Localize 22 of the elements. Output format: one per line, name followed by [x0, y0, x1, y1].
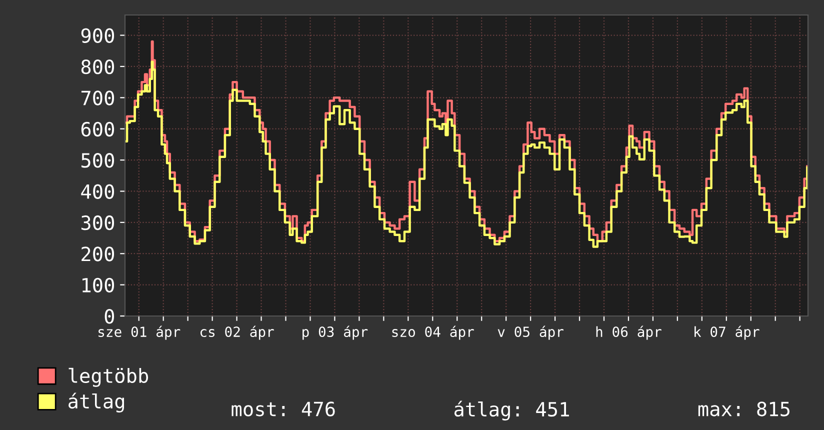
y-tick-label: 900	[81, 28, 114, 43]
x-tick-label: sze 01 ápr	[98, 326, 180, 340]
y-tick-label: 0	[104, 309, 114, 324]
y-tick-label: 400	[81, 184, 114, 199]
y-tick-label: 600	[81, 122, 114, 137]
y-tick-label: 100	[82, 278, 114, 293]
x-tick-label: szo 04 ápr	[392, 326, 474, 340]
y-tick-label: 800	[81, 59, 114, 74]
x-tick-label: v 05 ápr	[498, 326, 564, 340]
x-tick-label: k 07 ápr	[694, 326, 760, 340]
legend-label: legtöbb	[68, 368, 148, 387]
x-tick-label: cs 02 ápr	[200, 326, 274, 340]
x-tick-label: h 06 ápr	[596, 326, 662, 340]
y-tick-label: 200	[82, 246, 114, 262]
text: most: 476	[232, 402, 335, 416]
y-tick-label: 700	[81, 90, 114, 106]
x-tick-label: p 03 ápr	[302, 326, 368, 340]
y-tick-label: 500	[82, 153, 114, 168]
text: átlag: 451	[454, 400, 569, 421]
y-tick-label: 300	[81, 215, 114, 230]
text: max: 815	[698, 402, 790, 416]
legend-label: átlag	[68, 392, 124, 412]
